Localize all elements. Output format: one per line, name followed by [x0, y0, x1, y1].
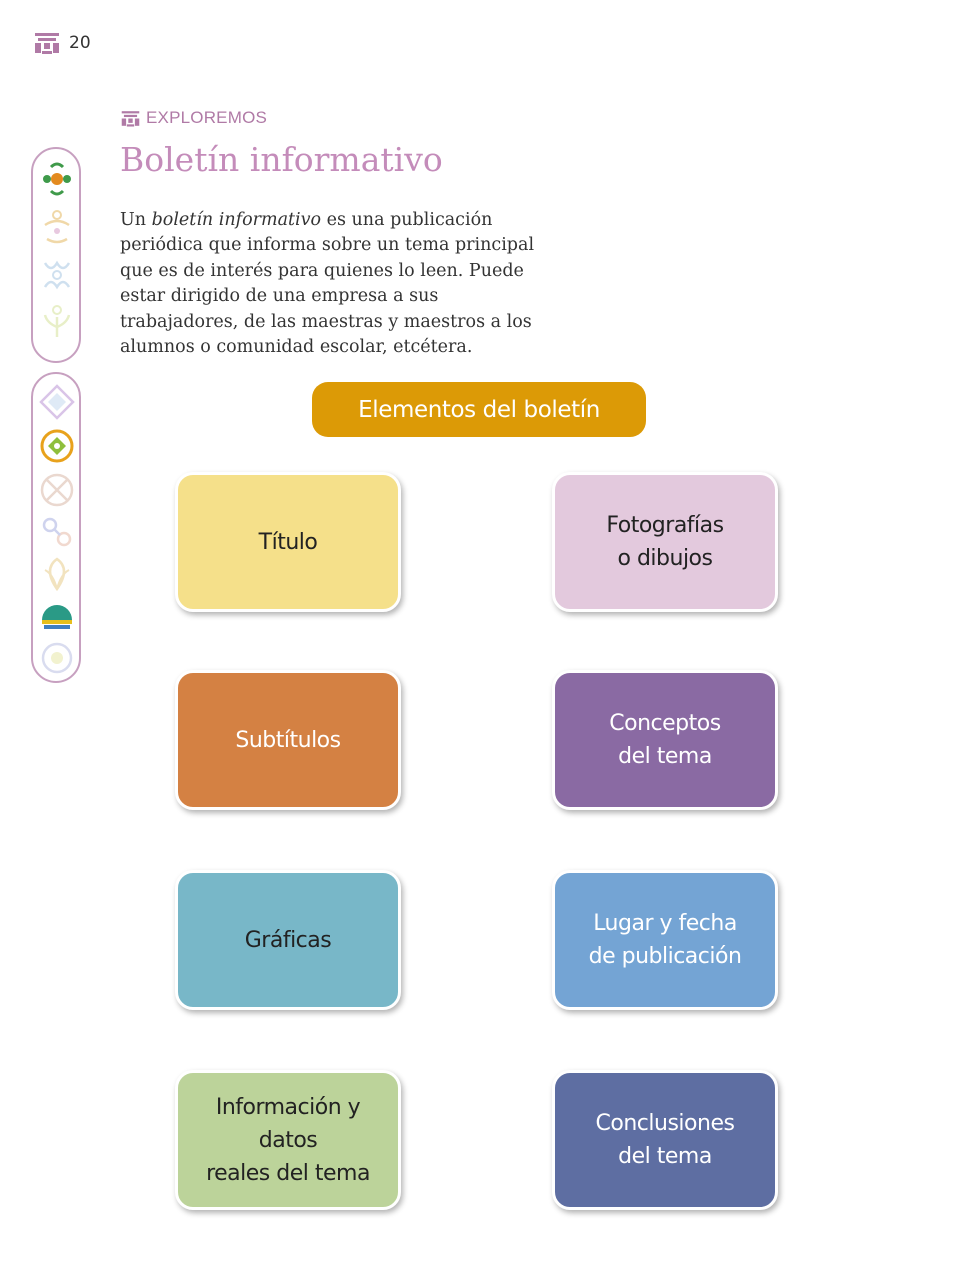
spiral-icon — [40, 429, 74, 463]
decorative-glyph-icon — [121, 110, 140, 127]
section-label-text: EXPLOREMOS — [146, 108, 268, 127]
card-titulo: Título — [175, 472, 401, 612]
sun-icon — [41, 642, 73, 674]
fan-icon — [42, 605, 72, 629]
card-subtitulos: Subtítulos — [175, 670, 401, 810]
card-conceptos: Conceptos del tema — [552, 670, 778, 810]
dancer-icon — [43, 260, 71, 290]
card-graficas: Gráficas — [175, 870, 401, 1010]
sidebar-top-group — [31, 147, 81, 363]
page-header: 20 — [33, 30, 91, 56]
intro-emphasis: boletín informativo — [151, 210, 322, 230]
flower-icon — [43, 162, 71, 196]
page-title: Boletín informativo — [120, 140, 443, 179]
card-conclusiones: Conclusiones del tema — [552, 1070, 778, 1210]
card-informacion: Información y datos reales del tema — [175, 1070, 401, 1210]
figure-icon — [44, 210, 70, 244]
intro-text-start: Un — [120, 210, 152, 230]
sprout-icon — [43, 305, 71, 337]
sidebar-bottom-group — [31, 372, 81, 683]
decorative-glyph-icon — [35, 33, 59, 54]
section-label: EXPLOREMOS — [120, 108, 267, 128]
diagram-heading: Elementos del boletín — [312, 382, 646, 437]
chain-icon — [42, 517, 72, 547]
page-number: 20 — [69, 33, 91, 53]
intro-paragraph: Un boletín informativo es una publicació… — [120, 208, 550, 360]
card-fotografias: Fotografías o dibujos — [552, 472, 778, 612]
star-compass-icon — [39, 384, 75, 420]
intro-text-rest: es una publicación periódica que informa… — [120, 210, 535, 358]
knot-icon — [40, 473, 74, 507]
leaf-icon — [44, 557, 70, 592]
card-lugar-fecha: Lugar y fecha de publicación — [552, 870, 778, 1010]
